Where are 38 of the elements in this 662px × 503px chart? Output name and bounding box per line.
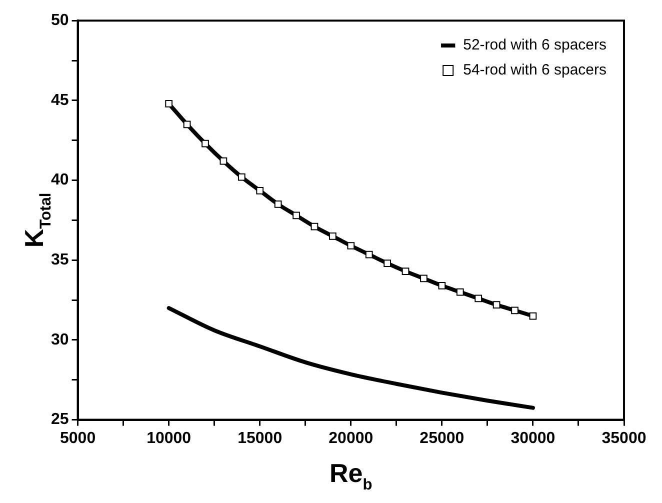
point	[202, 140, 209, 148]
point	[220, 157, 228, 165]
y-tick-label: 30	[51, 331, 69, 348]
y-tick-label: 40	[51, 172, 69, 189]
point	[347, 242, 355, 250]
x-tick-label: 25000	[420, 430, 464, 447]
point	[492, 301, 500, 309]
legend-label: 54-rod with 6 spacers	[463, 62, 607, 79]
point	[183, 120, 191, 128]
y-tick-label: 35	[51, 252, 69, 269]
point	[384, 260, 391, 267]
point	[420, 274, 428, 282]
point	[402, 268, 410, 275]
x-tick-label: 5000	[60, 430, 96, 447]
legend-label: 52-rod with 6 spacers	[463, 36, 607, 54]
line-series	[166, 306, 535, 410]
x-tick-label: 10000	[146, 430, 192, 447]
point	[456, 288, 464, 296]
point	[256, 186, 264, 194]
point	[365, 250, 373, 258]
x-tick-label: 15000	[238, 430, 282, 447]
point	[529, 312, 537, 320]
y-tick-label: 25	[51, 411, 69, 428]
point	[238, 173, 246, 181]
point	[292, 212, 300, 220]
point	[165, 100, 173, 108]
y-axis-title: KTotal	[19, 192, 55, 248]
x-tick-label: 30000	[510, 430, 556, 447]
y-tick-label: 50	[51, 12, 69, 30]
y-tick-label: 45	[51, 92, 69, 109]
point	[474, 294, 482, 302]
point	[310, 222, 318, 230]
x-tick-label: 35000	[602, 430, 646, 447]
point	[329, 232, 336, 240]
point	[438, 282, 446, 290]
point	[511, 306, 518, 314]
x-tick-label: 20000	[328, 430, 374, 447]
point	[274, 200, 282, 208]
